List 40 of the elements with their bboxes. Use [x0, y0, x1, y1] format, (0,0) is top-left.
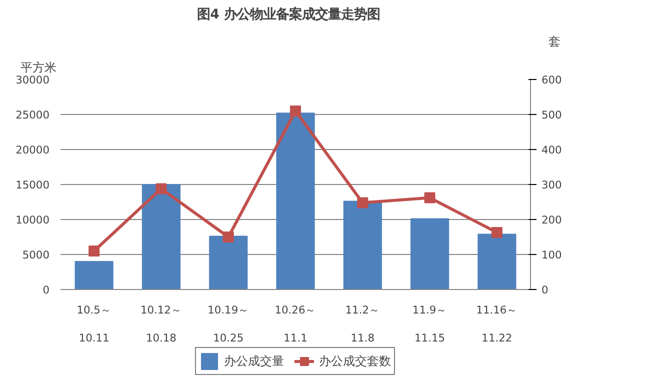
- y-tick-label: 25000: [16, 108, 50, 122]
- category-label: 10.5～ 10.11: [76, 304, 112, 344]
- y2-tick-label: 300: [542, 178, 562, 192]
- y2-tick-label: 400: [542, 144, 562, 156]
- y2-tick-label: 600: [542, 74, 562, 86]
- point: [290, 106, 301, 116]
- category-label: 11.9～ 11.15: [412, 304, 448, 344]
- point: [424, 192, 436, 204]
- legend-label: 办公成交量: [224, 352, 284, 370]
- y2-tick-label: 0: [542, 284, 548, 296]
- bar: [410, 218, 450, 290]
- point: [88, 246, 100, 256]
- category-label: 10.19～ 10.25: [208, 304, 250, 344]
- y2-tick-label: 100: [542, 248, 562, 262]
- y-tick-label: 30000: [16, 74, 50, 86]
- bar: [74, 261, 114, 290]
- y2-tick-label: 500: [542, 108, 562, 122]
- point: [222, 232, 234, 242]
- bar: [343, 200, 382, 290]
- category-label: 10.12～ 10.18: [140, 304, 182, 344]
- category-label: 11.16～ 11.22: [476, 304, 518, 344]
- legend-label: 办公成交套数: [319, 352, 391, 370]
- y-tick-label: 15000: [16, 178, 50, 192]
- bar: [478, 234, 516, 290]
- bar: [209, 236, 248, 290]
- y2-tick-label: 200: [542, 214, 562, 226]
- category-label: 10.26～ 11.1: [274, 304, 316, 344]
- y2-axis-title: 套: [548, 34, 560, 48]
- y-tick-label: 10000: [16, 214, 50, 226]
- point: [357, 197, 368, 208]
- point: [156, 183, 167, 194]
- y-tick-label: 5000: [22, 248, 50, 262]
- y-tick-label: 20000: [16, 144, 50, 156]
- y-tick-label: 0: [42, 284, 50, 296]
- bar: [276, 112, 315, 290]
- point: [491, 226, 502, 238]
- chart-title: 图4 办公物业备案成交量走势图: [197, 6, 380, 22]
- bar: [142, 184, 181, 290]
- y-axis-title: 平方米: [20, 60, 56, 74]
- category-label: 11.2～ 11.8: [345, 304, 380, 344]
